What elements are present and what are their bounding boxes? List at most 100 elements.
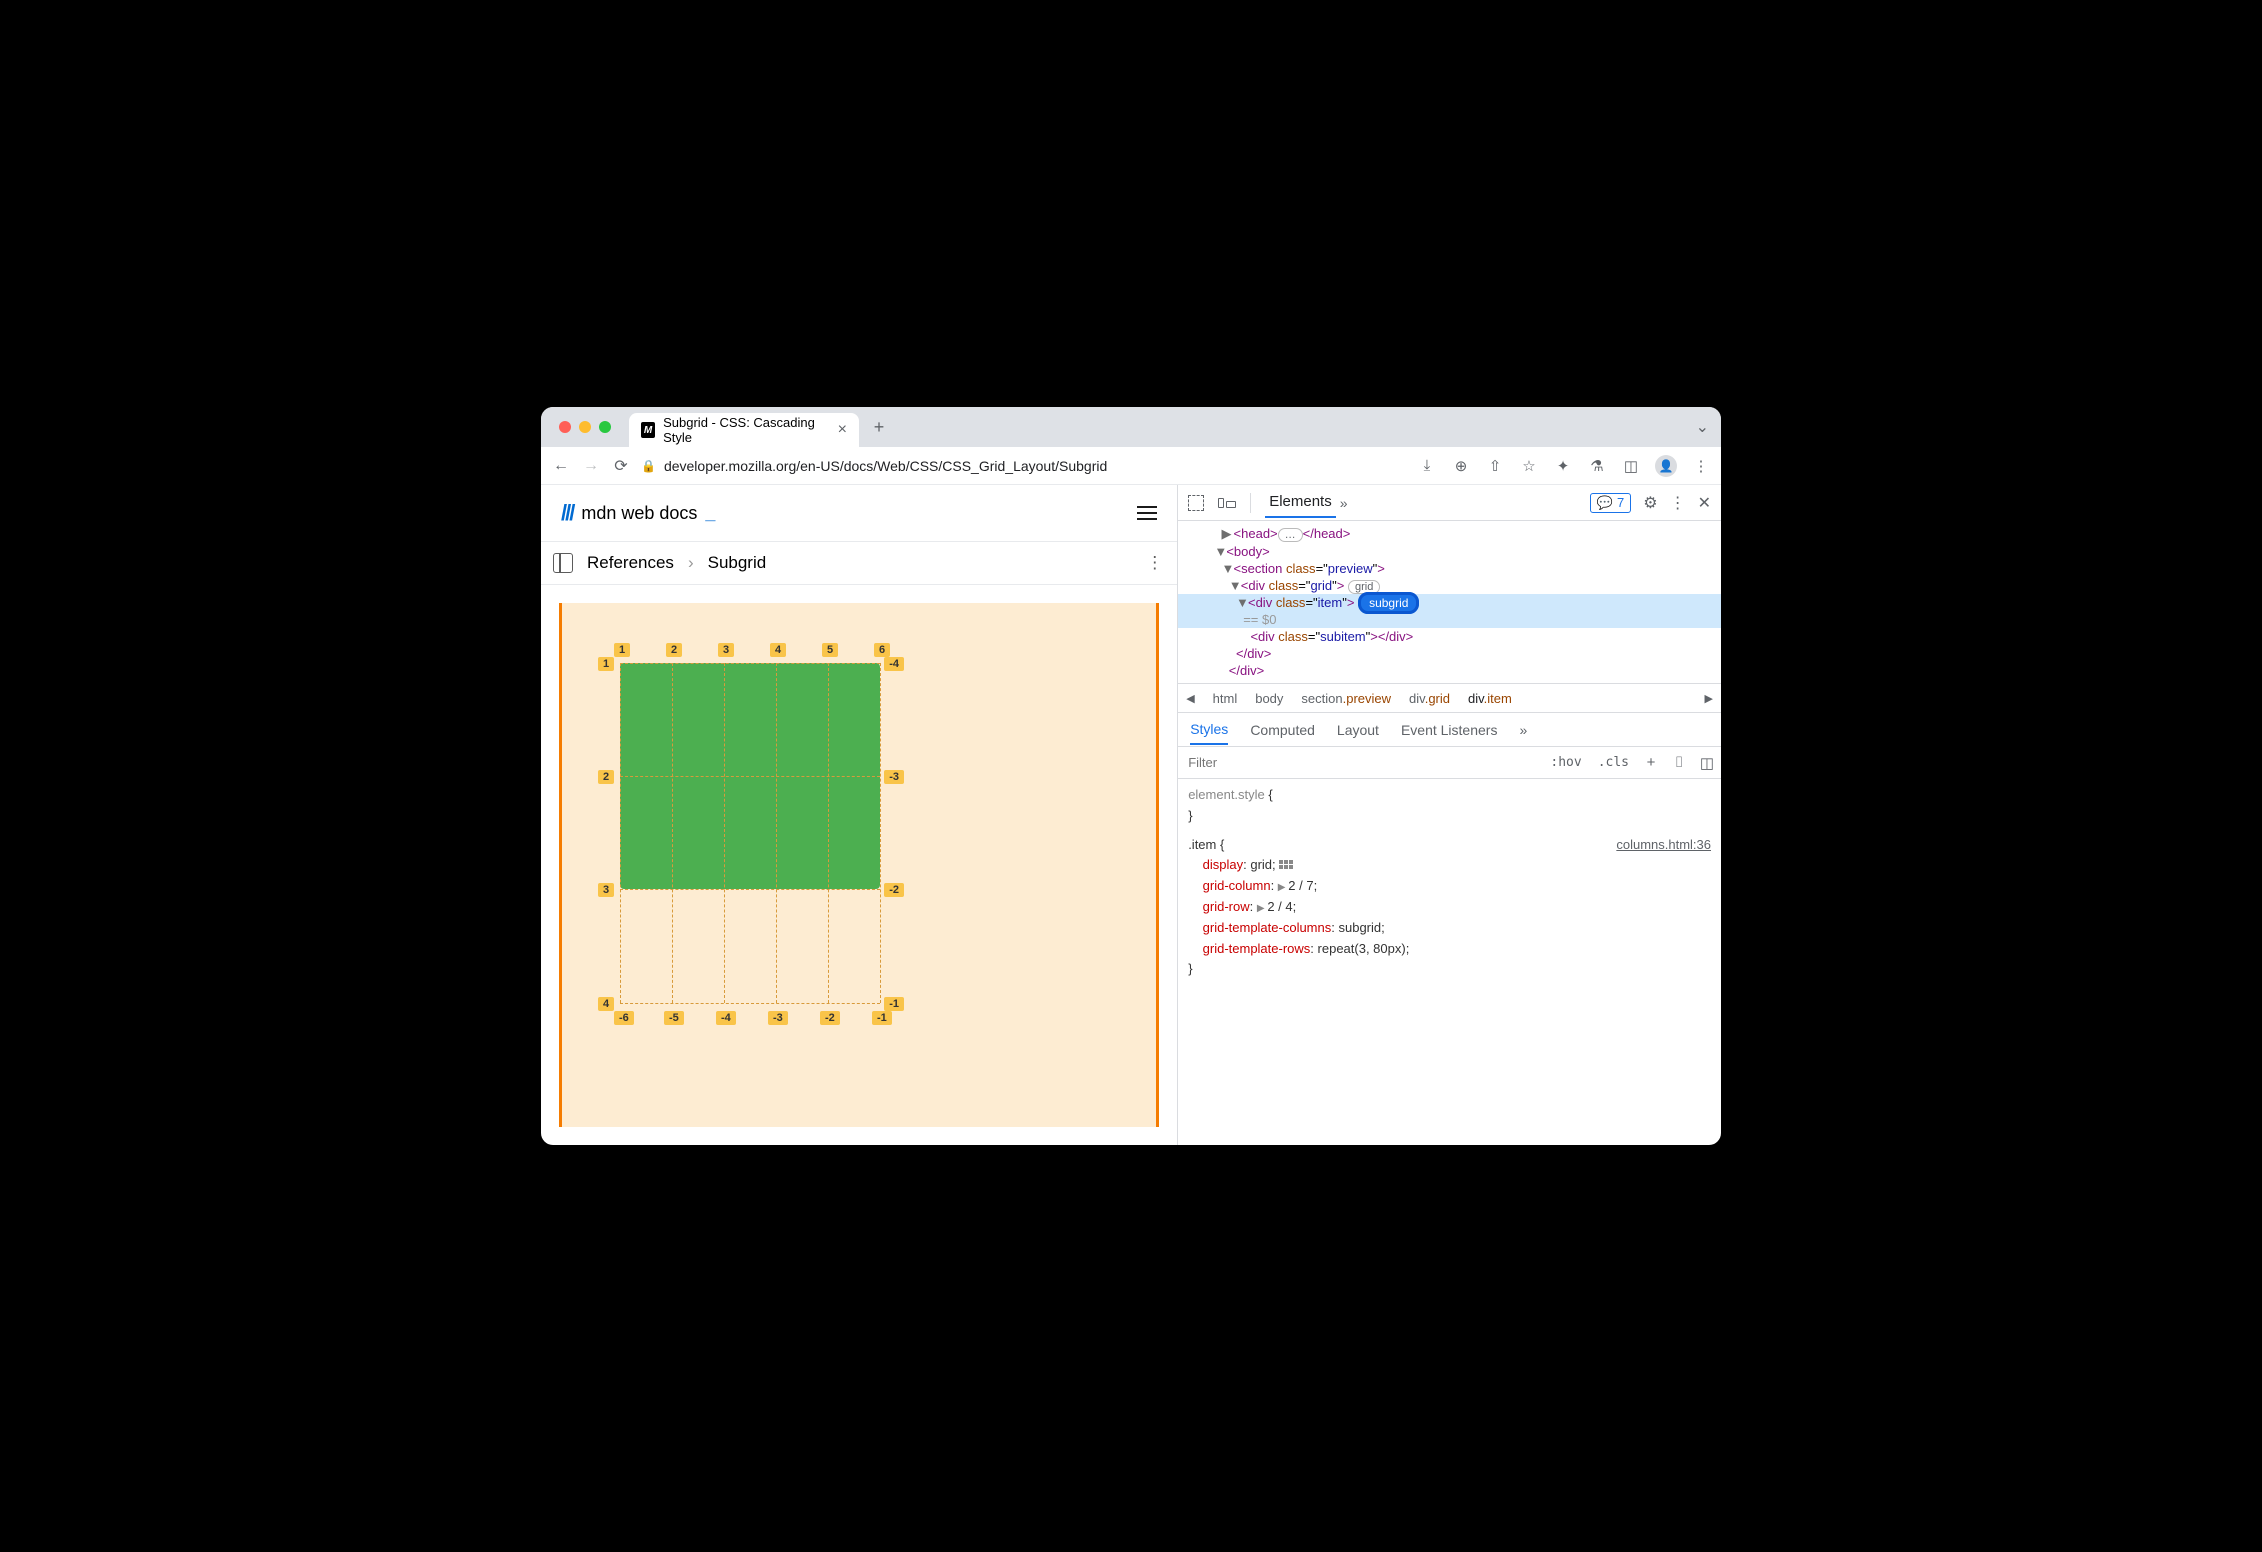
menu-button[interactable] (1137, 506, 1157, 520)
mdn-logo[interactable]: /// mdn web docs _ (561, 500, 715, 526)
browser-tab[interactable]: M Subgrid - CSS: Cascading Style × (629, 413, 859, 447)
breadcrumb-bar: References › Subgrid ⋮ (541, 541, 1177, 585)
mdn-header: /// mdn web docs _ (541, 485, 1177, 541)
extensions-icon[interactable]: ✦ (1553, 456, 1573, 476)
grid-label: -1 (884, 997, 904, 1011)
breadcrumb-separator-icon: › (688, 553, 694, 573)
css-declaration[interactable]: display: grid; (1188, 855, 1711, 876)
paint-icon[interactable]: ⌷ (1665, 754, 1693, 771)
labs-icon[interactable]: ⚗ (1587, 456, 1607, 476)
mdn-logo-text: mdn web docs (581, 503, 697, 524)
tab-strip: M Subgrid - CSS: Cascading Style × + ⌄ (541, 407, 1721, 447)
crumb-grid[interactable]: div.grid (1409, 691, 1450, 706)
forward-button[interactable]: → (581, 456, 601, 476)
breadcrumb-level1[interactable]: References (587, 553, 674, 573)
profile-avatar[interactable]: 👤 (1655, 455, 1677, 477)
more-tabs-icon[interactable]: » (1340, 495, 1348, 511)
css-declaration[interactable]: grid-column: ▶ 2 / 7; (1188, 876, 1711, 897)
page-content: /// mdn web docs _ References › Subgrid … (541, 485, 1178, 1145)
settings-icon[interactable]: ⚙ (1643, 493, 1657, 513)
sidepanel-icon[interactable]: ◫ (1621, 456, 1641, 476)
inspect-icon[interactable] (1188, 495, 1204, 511)
minimize-window-icon[interactable] (579, 421, 591, 433)
grid-label: 4 (598, 997, 614, 1011)
grid-label: 3 (598, 883, 614, 897)
mdn-mark-icon: /// (561, 500, 573, 526)
new-tab-button[interactable]: + (865, 413, 893, 441)
url-text: developer.mozilla.org/en-US/docs/Web/CSS… (664, 458, 1107, 474)
listeners-tab[interactable]: Event Listeners (1401, 716, 1498, 744)
breadcrumb-menu-icon[interactable]: ⋮ (1146, 553, 1165, 573)
url-field[interactable]: 🔒 developer.mozilla.org/en-US/docs/Web/C… (641, 458, 1407, 474)
styles-filter-input[interactable] (1178, 747, 1542, 778)
chat-icon: 💬 (1597, 495, 1613, 511)
bookmark-icon[interactable]: ☆ (1519, 456, 1539, 476)
share-icon[interactable]: ⇧ (1485, 456, 1505, 476)
crumb-prev-icon[interactable]: ◀ (1186, 692, 1194, 705)
crumb-next-icon[interactable]: ▶ (1705, 692, 1713, 705)
subgrid-pill[interactable]: subgrid (1358, 592, 1419, 614)
devtools-menu-icon[interactable]: ⋮ (1670, 493, 1686, 513)
dom-head[interactable]: <head> (1234, 526, 1278, 541)
crumb-section[interactable]: section.preview (1301, 691, 1391, 706)
grid-icon[interactable] (1279, 860, 1293, 872)
crumb-item[interactable]: div.item (1468, 691, 1512, 706)
issues-count: 7 (1617, 495, 1624, 510)
close-window-icon[interactable] (559, 421, 571, 433)
crumb-body[interactable]: body (1255, 691, 1283, 706)
address-bar: ← → ⟳ 🔒 developer.mozilla.org/en-US/docs… (541, 447, 1721, 485)
grid-label: -2 (884, 883, 904, 897)
favicon-icon: M (641, 422, 655, 438)
styles-pane[interactable]: element.style { } columns.html:36 .item … (1178, 779, 1721, 986)
grid-label: 2 (598, 770, 614, 784)
dom-breadcrumbs[interactable]: ◀ html body section.preview div.grid div… (1178, 683, 1721, 713)
issues-badge[interactable]: 💬 7 (1590, 493, 1631, 513)
crumb-html[interactable]: html (1213, 691, 1238, 706)
grid-label: -1 (872, 1011, 892, 1025)
browser-window: M Subgrid - CSS: Cascading Style × + ⌄ ←… (541, 407, 1721, 1145)
grid-label: 2 (666, 643, 682, 657)
mdn-cursor: _ (705, 503, 715, 524)
maximize-window-icon[interactable] (599, 421, 611, 433)
device-mode-icon[interactable] (1218, 498, 1236, 508)
grid-label: 4 (770, 643, 786, 657)
css-declaration[interactable]: grid-row: ▶ 2 / 4; (1188, 897, 1711, 918)
elements-tab[interactable]: Elements (1265, 487, 1336, 518)
cls-toggle[interactable]: .cls (1590, 755, 1637, 770)
grid-label: 6 (874, 643, 890, 657)
rule-source[interactable]: columns.html:36 (1616, 835, 1711, 856)
reload-button[interactable]: ⟳ (611, 456, 631, 476)
grid-label: 3 (718, 643, 734, 657)
grid-label: 1 (614, 643, 630, 657)
close-devtools-icon[interactable]: ✕ (1698, 493, 1711, 513)
rule-selector: .item (1188, 837, 1216, 852)
new-rule-icon[interactable]: + (1637, 754, 1665, 771)
back-button[interactable]: ← (551, 456, 571, 476)
more-style-tabs-icon[interactable]: » (1519, 722, 1527, 738)
window-controls[interactable] (559, 421, 611, 433)
grid-preview: 1 2 3 4 5 6 1 2 3 4 -4 -3 -2 (541, 585, 1177, 1145)
element-style-selector: element.style (1188, 787, 1265, 802)
dom-body[interactable]: <body> (1226, 544, 1269, 559)
tab-title: Subgrid - CSS: Cascading Style (663, 415, 826, 445)
computed-tab[interactable]: Computed (1250, 716, 1315, 744)
dom-tree[interactable]: ▶<head>…</head> ▼<body> ▼<section class=… (1178, 521, 1721, 683)
devtools-toolbar: Elements » 💬 7 ⚙ ⋮ ✕ (1178, 485, 1721, 521)
panel-layout-icon[interactable]: ◫ (1693, 754, 1721, 772)
zoom-icon[interactable]: ⊕ (1451, 456, 1471, 476)
styles-tab[interactable]: Styles (1190, 715, 1228, 745)
grid-label: -4 (884, 657, 904, 671)
grid-label: -6 (614, 1011, 634, 1025)
downloads-icon[interactable]: ⤓ (1417, 456, 1437, 476)
grid-label: 5 (822, 643, 838, 657)
sidebar-toggle-icon[interactable] (553, 553, 573, 573)
close-tab-icon[interactable]: × (838, 421, 847, 439)
grid-label: -3 (884, 770, 904, 784)
hov-toggle[interactable]: :hov (1542, 755, 1589, 770)
selected-marker: == $0 (1243, 612, 1276, 627)
chrome-menu-icon[interactable]: ⋮ (1691, 456, 1711, 476)
layout-tab[interactable]: Layout (1337, 716, 1379, 744)
tabs-menu-icon[interactable]: ⌄ (1696, 417, 1709, 437)
css-declaration[interactable]: grid-template-rows: repeat(3, 80px); (1188, 939, 1711, 960)
css-declaration[interactable]: grid-template-columns: subgrid; (1188, 918, 1711, 939)
